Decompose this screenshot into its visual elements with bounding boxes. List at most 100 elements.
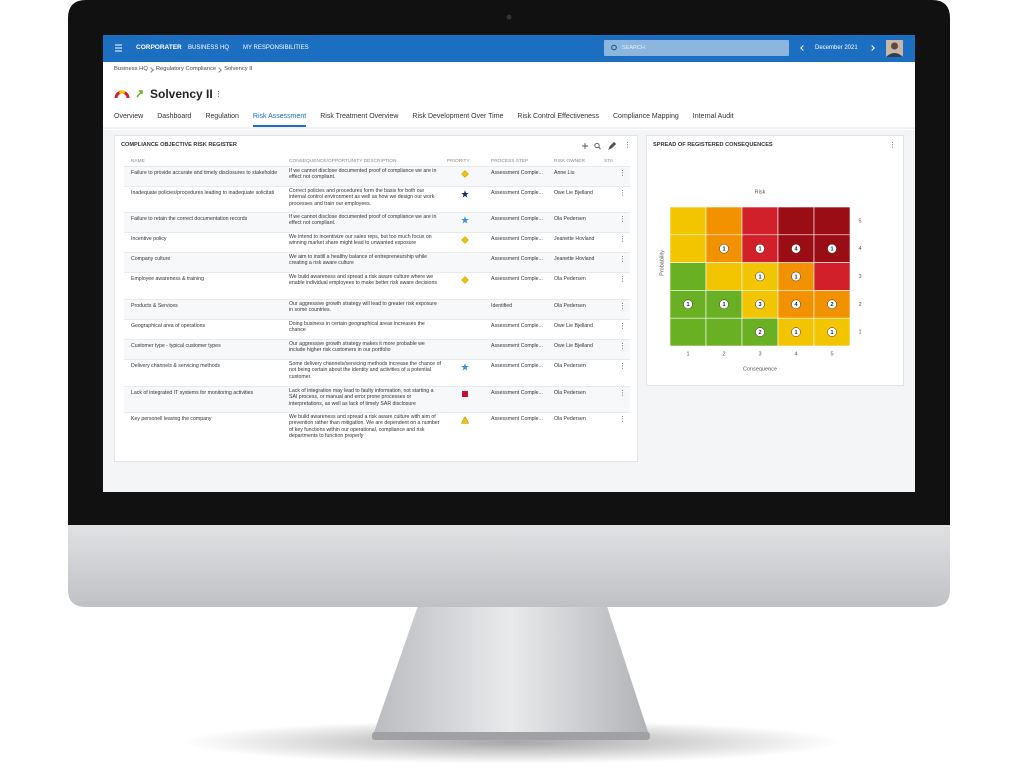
table-row[interactable] [124, 412, 630, 446]
count-label: 1 [794, 330, 797, 336]
priority-icon [461, 416, 469, 424]
search-box[interactable] [604, 40, 789, 56]
risk-description: Correct policies and procedures form the… [289, 188, 435, 207]
breadcrumb[interactable]: Solvency II [224, 66, 253, 72]
kebab-menu[interactable] [622, 363, 624, 365]
kebab-menu[interactable] [622, 170, 624, 172]
table-row[interactable] [124, 339, 630, 359]
chart-title: Risk [755, 189, 766, 195]
heatmap-cell [669, 234, 707, 263]
column-header: NAME [131, 159, 145, 164]
kebab-menu[interactable] [622, 216, 624, 218]
x-tick-label: 4 [794, 351, 797, 357]
process-step: Assessment Comple... [491, 276, 543, 282]
table-row[interactable] [124, 299, 630, 319]
kebab-menu[interactable] [622, 236, 624, 238]
heatmap-cell [813, 262, 851, 291]
tab[interactable]: Dashboard [157, 113, 192, 120]
table-row[interactable] [124, 359, 630, 386]
tab[interactable]: Risk Assessment [252, 113, 307, 120]
risk-owner: Ola Pedersen [554, 390, 586, 396]
table-row[interactable] [124, 319, 630, 339]
count-label: 1 [758, 246, 761, 252]
breadcrumb[interactable]: Business HQ [114, 66, 148, 72]
brand: CORPORATER [136, 44, 182, 51]
table-row[interactable] [124, 252, 630, 272]
risk-name: Failure to provide accurate and timely d… [131, 170, 278, 176]
risk-owner: Jeanette Hovland [554, 256, 595, 262]
table-row[interactable] [124, 386, 630, 412]
heatmap: Risk Consequence Probability 1 1 4 1 1 1 1 1 3 4 2 2 1 1… [659, 189, 861, 372]
risk-owner: Ola Pedersen [554, 363, 586, 369]
count-label: 1 [722, 246, 725, 252]
y-tick-label: 5 [858, 218, 861, 224]
tab[interactable]: Compliance Mapping [613, 113, 679, 120]
search-placeholder: SEARCH [622, 45, 645, 51]
heatmap-cell [705, 206, 743, 236]
kebab-menu[interactable] [218, 91, 220, 93]
period[interactable]: December 2021 [815, 45, 858, 51]
count-label: 1 [830, 330, 833, 336]
kebab-menu[interactable] [622, 276, 624, 278]
tab[interactable]: Risk Development Over Time [412, 113, 504, 120]
risk-owner: Owe Lie Bjelland [554, 190, 593, 196]
kebab-menu[interactable] [622, 390, 624, 392]
process-step: Assessment Comple... [491, 323, 543, 329]
kebab-menu[interactable] [622, 190, 624, 192]
process-step: Assessment Comple... [491, 236, 543, 242]
kebab-menu[interactable] [627, 142, 629, 144]
process-step: Assessment Comple... [491, 363, 543, 369]
toolbar[interactable] [580, 141, 620, 151]
count-label: 1 [758, 274, 761, 280]
priority-icon [461, 363, 469, 371]
table-row[interactable] [124, 186, 630, 212]
y-tick-label: 3 [858, 274, 861, 280]
risk-name: Geographical area of operations [131, 323, 206, 329]
kebab-menu[interactable] [622, 323, 624, 325]
kebab-menu[interactable] [892, 142, 894, 144]
count-badge [755, 243, 765, 254]
tab[interactable]: Risk Control Effectiveness [517, 113, 599, 120]
risk-description: Our aggressive growth strategy makes it … [289, 341, 425, 354]
risk-description: If we cannot disclose documented proof o… [289, 214, 437, 227]
kebab-menu[interactable] [622, 303, 624, 305]
tab[interactable]: Risk Treatment Overview [320, 113, 399, 120]
tab[interactable]: Regulation [205, 113, 239, 120]
count-badge [791, 271, 801, 282]
table-row[interactable] [124, 272, 630, 299]
risk-description: Lack of integration may lead to faulty i… [289, 388, 434, 407]
nav-link[interactable]: BUSINESS HQ [188, 45, 230, 51]
nav-link[interactable]: MY RESPONSIBILITIES [243, 45, 309, 51]
count-badge [719, 299, 729, 310]
tab[interactable]: Internal Audit [692, 113, 734, 120]
risk-description: We build awareness and spread a risk awa… [289, 414, 440, 440]
count-label: 1 [830, 246, 833, 252]
risk-name: Key personell leaving the company [131, 416, 212, 422]
table-row[interactable] [124, 212, 630, 232]
count-badge [791, 327, 801, 337]
risk-owner: Jeanette Hovland [554, 236, 595, 242]
table-row[interactable] [124, 166, 630, 186]
panel-title: SPREAD OF REGISTERED CONSEQUENCES [653, 142, 773, 148]
count-badge [683, 299, 693, 310]
tab[interactable]: Overview [114, 113, 144, 120]
page-title: Solvency II [150, 87, 213, 101]
risk-description: We intend to incentivize our sales reps,… [289, 234, 432, 247]
search-icon [611, 44, 617, 51]
kebab-menu[interactable] [622, 343, 624, 345]
risk-owner: Ola Pedersen [554, 216, 586, 222]
kebab-menu[interactable] [622, 256, 624, 258]
x-axis-label: Consequence [743, 366, 777, 372]
y-tick-label: 1 [858, 330, 861, 336]
table-row[interactable] [124, 232, 630, 252]
risk-name: Delivery channels & servicing methods [131, 363, 221, 369]
count-label: 1 [722, 302, 725, 308]
breadcrumb[interactable]: Regulatory Compliance [155, 66, 217, 72]
risk-owner: Ola Pedersen [554, 276, 586, 282]
kebab-menu[interactable] [622, 416, 624, 418]
count-label: 1 [794, 274, 797, 280]
y-axis-label: Probability [659, 250, 665, 276]
column-header: PROCESS STEP [491, 159, 529, 164]
count-badge [827, 243, 837, 254]
count-badge [827, 299, 837, 310]
